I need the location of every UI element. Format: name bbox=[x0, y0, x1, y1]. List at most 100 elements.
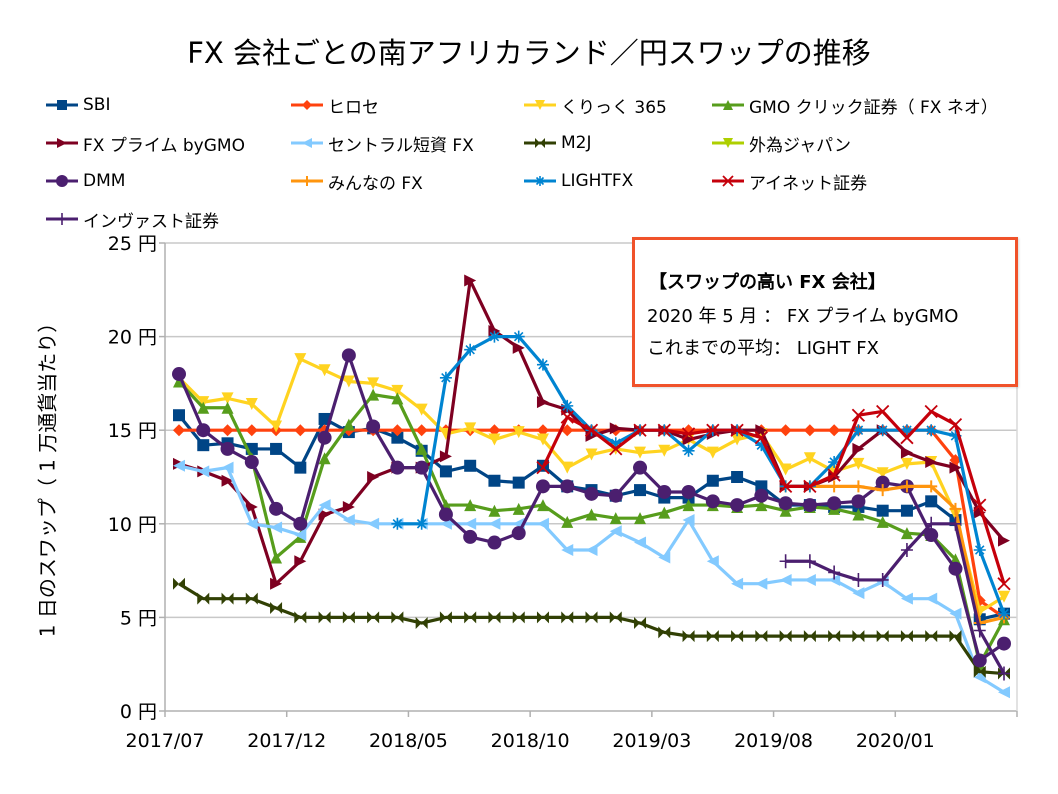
data-point-marker bbox=[245, 517, 258, 530]
data-point-marker bbox=[755, 439, 768, 452]
data-point-marker bbox=[925, 630, 932, 643]
data-point-marker bbox=[245, 592, 252, 605]
data-point-marker bbox=[634, 512, 647, 525]
legend-item: みんなの FX bbox=[289, 168, 423, 194]
data-point-marker bbox=[858, 630, 865, 643]
data-point-marker bbox=[779, 573, 792, 586]
data-point-marker bbox=[512, 426, 525, 439]
data-point-marker bbox=[949, 630, 956, 643]
data-point-marker bbox=[731, 433, 744, 446]
data-point-marker bbox=[585, 448, 598, 461]
data-point-marker bbox=[367, 611, 374, 624]
data-point-marker bbox=[876, 467, 889, 480]
data-point-marker bbox=[439, 517, 452, 530]
data-point-marker bbox=[270, 442, 283, 455]
data-point-marker bbox=[834, 630, 841, 643]
data-point-marker bbox=[634, 446, 647, 459]
data-point-marker bbox=[681, 484, 696, 499]
data-point-marker bbox=[900, 630, 907, 643]
data-point-marker bbox=[342, 375, 355, 388]
legend-swatch-icon bbox=[291, 176, 323, 186]
data-point-marker bbox=[658, 626, 665, 639]
data-point-marker bbox=[802, 498, 817, 513]
data-point-marker bbox=[722, 175, 734, 187]
data-point-marker bbox=[682, 630, 689, 643]
data-point-marker bbox=[540, 138, 545, 148]
data-point-marker bbox=[852, 572, 865, 587]
data-point-marker bbox=[979, 665, 986, 678]
data-point-marker bbox=[179, 577, 185, 590]
data-point-marker bbox=[560, 479, 575, 494]
data-point-marker bbox=[876, 424, 889, 437]
annotation-line-2: これまでの平均： LIGHT FX bbox=[647, 338, 879, 359]
data-point-marker bbox=[730, 498, 745, 513]
data-point-marker bbox=[730, 423, 744, 437]
x-tick-label: 2018/05 bbox=[369, 730, 448, 752]
data-point-marker bbox=[706, 555, 719, 568]
series-6 bbox=[173, 577, 1010, 680]
data-point-marker bbox=[342, 500, 355, 513]
data-point-marker bbox=[536, 611, 543, 624]
legend-item: GMO クリック証券（ FX ネオ） bbox=[710, 92, 998, 118]
data-point-marker bbox=[318, 452, 331, 465]
data-point-marker bbox=[658, 551, 671, 564]
data-point-marker bbox=[512, 341, 525, 354]
data-point-marker bbox=[294, 424, 307, 437]
data-point-marker bbox=[755, 630, 762, 643]
data-point-marker bbox=[302, 176, 312, 186]
data-point-marker bbox=[737, 630, 744, 643]
series-line bbox=[785, 484, 1005, 625]
data-point-marker bbox=[348, 611, 355, 624]
data-point-marker bbox=[542, 611, 549, 624]
data-point-marker bbox=[245, 500, 258, 513]
data-point-marker bbox=[488, 424, 501, 437]
data-point-marker bbox=[57, 100, 67, 110]
data-point-marker bbox=[173, 459, 185, 472]
data-point-marker bbox=[998, 534, 1010, 547]
data-point-marker bbox=[828, 456, 841, 469]
data-point-marker bbox=[318, 508, 331, 521]
x-tick-label: 2018/10 bbox=[491, 730, 570, 752]
data-point-marker bbox=[464, 459, 477, 472]
data-point-marker bbox=[221, 401, 234, 414]
data-point-marker bbox=[876, 484, 889, 497]
data-point-marker bbox=[561, 515, 574, 528]
data-point-marker bbox=[828, 480, 841, 493]
legend-swatch-icon bbox=[291, 100, 323, 110]
data-point-marker bbox=[731, 577, 744, 590]
data-point-marker bbox=[560, 410, 574, 424]
data-point-marker bbox=[755, 577, 768, 590]
data-point-marker bbox=[512, 611, 519, 624]
data-point-marker bbox=[900, 592, 913, 605]
data-point-marker bbox=[221, 461, 234, 474]
data-point-marker bbox=[488, 611, 495, 624]
data-point-marker bbox=[723, 100, 733, 110]
data-point-marker bbox=[827, 496, 842, 511]
data-point-marker bbox=[227, 592, 234, 605]
legend-label: GMO クリック証券（ FX ネオ） bbox=[749, 97, 998, 118]
data-point-marker bbox=[390, 460, 405, 475]
legend-label: FX プライム byGMO bbox=[83, 135, 245, 156]
legend-item: FX プライム byGMO bbox=[44, 130, 245, 156]
x-tick-label: 2020/01 bbox=[856, 730, 935, 752]
data-point-marker bbox=[470, 611, 477, 624]
data-point-marker bbox=[779, 424, 792, 437]
data-point-marker bbox=[723, 138, 733, 148]
annotation-heading: 【スワップの高い FX 会社】 bbox=[649, 272, 886, 293]
series-12 bbox=[779, 516, 1010, 681]
data-point-marker bbox=[464, 343, 477, 356]
data-point-marker bbox=[634, 617, 641, 630]
data-point-marker bbox=[973, 506, 986, 519]
data-point-marker bbox=[197, 439, 210, 452]
data-point-marker bbox=[876, 404, 890, 419]
data-point-marker bbox=[906, 630, 913, 643]
data-point-marker bbox=[244, 455, 259, 470]
data-point-marker bbox=[536, 358, 549, 371]
data-point-marker bbox=[421, 617, 428, 630]
data-point-marker bbox=[270, 551, 283, 564]
data-point-marker bbox=[535, 176, 545, 186]
series-layer bbox=[172, 274, 1011, 699]
legend-label: インヴァスト証券 bbox=[83, 211, 219, 232]
legend-swatch-icon bbox=[46, 138, 78, 148]
